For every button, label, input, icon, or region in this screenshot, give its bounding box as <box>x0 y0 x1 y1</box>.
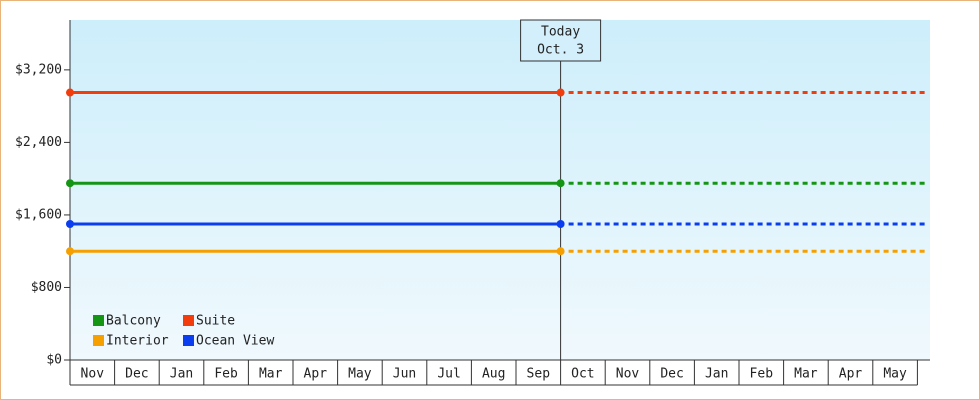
point <box>66 88 74 97</box>
y-tick-label: $0 <box>46 353 62 368</box>
x-tick-label: Nov <box>81 367 105 382</box>
legend-label: Interior <box>106 334 169 349</box>
point <box>556 220 565 228</box>
x-tick-label: Jul <box>437 367 460 382</box>
point <box>556 88 565 97</box>
legend-label: Suite <box>196 314 235 329</box>
x-tick-label: Jun <box>393 367 416 382</box>
x-tick-label: Jan <box>170 367 193 382</box>
x-tick-label: May <box>883 367 907 382</box>
point <box>66 247 74 256</box>
point <box>66 179 74 188</box>
y-tick-label: $3,200 <box>15 62 62 77</box>
y-tick-label: $800 <box>31 280 62 295</box>
legend-label: Ocean View <box>196 334 274 349</box>
point <box>556 179 565 188</box>
legend-swatch <box>183 335 194 346</box>
x-tick-label: Dec <box>660 367 683 382</box>
x-tick-label: Feb <box>750 367 774 382</box>
legend-swatch <box>93 315 104 326</box>
today-date: Oct. 3 <box>537 43 584 58</box>
point <box>556 247 565 256</box>
x-tick-label: May <box>348 367 372 382</box>
x-tick-label: Nov <box>616 367 640 382</box>
legend-swatch <box>183 315 194 326</box>
today-box <box>520 19 602 62</box>
x-tick-label: Jan <box>705 367 728 382</box>
x-tick-label: Feb <box>214 367 238 382</box>
x-tick-label: Mar <box>794 367 818 382</box>
plot-area <box>70 20 930 360</box>
point <box>66 220 74 228</box>
legend-label: Balcony <box>106 314 161 329</box>
y-tick-label: $2,400 <box>15 135 62 150</box>
x-tick-label: Sep <box>527 367 551 382</box>
y-tick-label: $1,600 <box>15 207 62 222</box>
today-title: Today <box>541 25 580 40</box>
x-tick-label: Dec <box>125 367 148 382</box>
x-tick-label: Oct <box>571 367 594 382</box>
x-tick-label: Apr <box>839 367 863 382</box>
legend-swatch <box>93 335 104 346</box>
x-tick-label: Apr <box>304 367 328 382</box>
x-tick-label: Mar <box>259 367 283 382</box>
x-tick-label: Aug <box>482 367 505 382</box>
